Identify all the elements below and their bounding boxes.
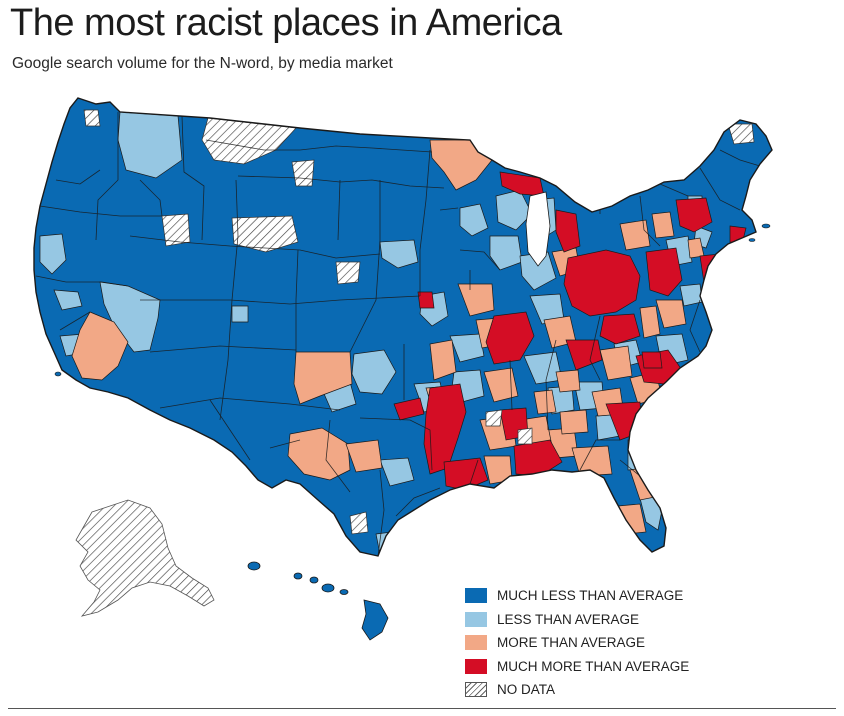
legend-item-much-more: MUCH MORE THAN AVERAGE: [465, 655, 689, 679]
hawaii-region: [247, 561, 389, 641]
legend-swatch-more: [465, 635, 487, 651]
legend-item-no-data: NO DATA: [465, 678, 689, 702]
map-legend: MUCH LESS THAN AVERAGE LESS THAN AVERAGE…: [465, 584, 689, 702]
legend-item-less: LESS THAN AVERAGE: [465, 608, 689, 632]
legend-label: MUCH MORE THAN AVERAGE: [497, 658, 690, 674]
market-boundaries: [35, 112, 761, 556]
alaska-region: [75, 499, 215, 617]
legend-label: NO DATA: [497, 682, 556, 698]
legend-swatch-no-data: [465, 682, 487, 698]
page-subtitle: Google search volume for the N-word, by …: [12, 55, 393, 72]
legend-label: MUCH LESS THAN AVERAGE: [497, 588, 684, 604]
lake-michigan: [525, 191, 551, 267]
legend-label: MORE THAN AVERAGE: [497, 635, 646, 651]
coastal-islands: [54, 223, 771, 377]
legend-swatch-much-less: [465, 588, 487, 604]
legend-swatch-less: [465, 611, 487, 627]
legend-label: LESS THAN AVERAGE: [497, 611, 640, 627]
legend-item-more: MORE THAN AVERAGE: [465, 631, 689, 655]
contiguous-us: [34, 98, 772, 556]
legend-swatch-much-more: [465, 658, 487, 674]
no-data-markets: [83, 109, 755, 535]
page-title: The most racist places in America: [10, 2, 562, 44]
bottom-divider: [8, 708, 836, 709]
legend-item-much-less: MUCH LESS THAN AVERAGE: [465, 584, 689, 608]
